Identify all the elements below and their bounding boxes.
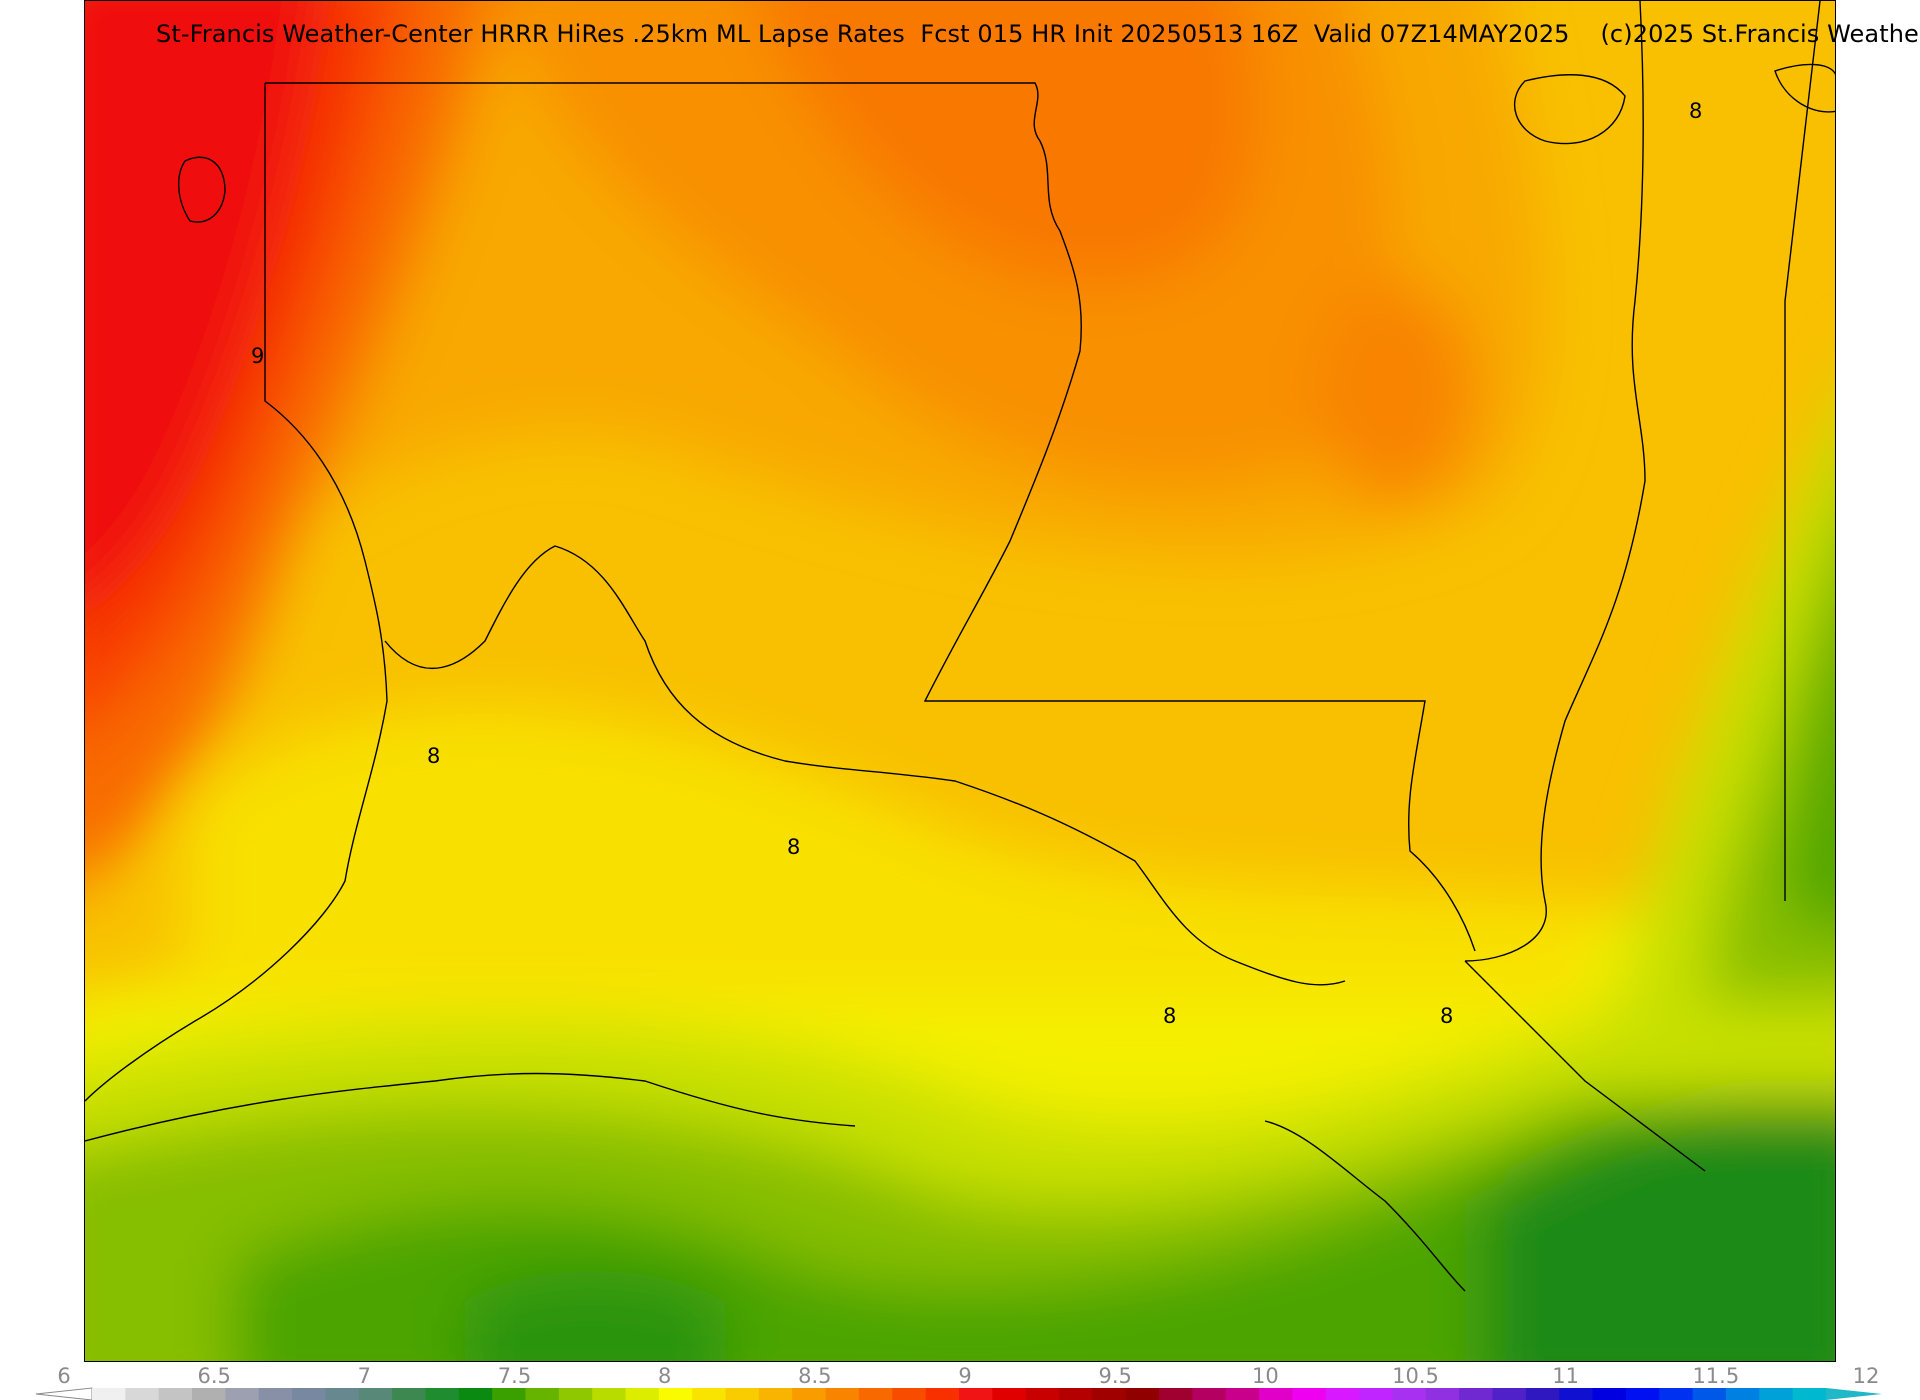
colorbar-tick-label: 7 bbox=[357, 1364, 372, 1388]
colorbar-swatch bbox=[1292, 1388, 1327, 1400]
colorbar-swatch bbox=[1459, 1388, 1494, 1400]
colorbar-swatch bbox=[1625, 1388, 1660, 1400]
colorbar-swatch bbox=[1125, 1388, 1160, 1400]
colorbar-swatch bbox=[1759, 1388, 1794, 1400]
colorbar-swatch bbox=[258, 1388, 293, 1400]
colorbar-tick-label: 8.5 bbox=[798, 1364, 832, 1388]
colorbar-swatch bbox=[492, 1388, 526, 1400]
colorbar-tick-label: 10 bbox=[1251, 1364, 1279, 1388]
colorbar-swatch bbox=[325, 1388, 360, 1400]
colorbar-swatch bbox=[959, 1388, 993, 1400]
contour-label-9: 9 bbox=[251, 344, 264, 368]
colorbar-tick-label: 9 bbox=[958, 1364, 972, 1388]
colorbar-swatch bbox=[558, 1388, 593, 1400]
colorbar-swatch bbox=[1359, 1388, 1393, 1400]
contour-label-8: 8 bbox=[427, 744, 440, 768]
colorbar-swatch bbox=[1492, 1388, 1527, 1400]
colorbar-swatch bbox=[992, 1388, 1027, 1400]
colorbar-swatch bbox=[1192, 1388, 1227, 1400]
colorbar-swatch bbox=[92, 1388, 126, 1400]
colorbar-tick-label: 11.5 bbox=[1692, 1364, 1740, 1388]
colorbar-swatch bbox=[1525, 1388, 1560, 1400]
colorbar-tick-label: 8 bbox=[657, 1364, 672, 1388]
colorbar-swatch bbox=[192, 1388, 226, 1400]
colorbar-swatch bbox=[592, 1388, 627, 1400]
colorbar-swatch bbox=[425, 1388, 460, 1400]
colorbar-swatch bbox=[458, 1388, 493, 1400]
colorbar-swatch bbox=[1159, 1388, 1193, 1400]
colorbar-swatch bbox=[1559, 1388, 1594, 1400]
colorbar-swatch bbox=[1659, 1388, 1694, 1400]
colorbar-swatch bbox=[158, 1388, 193, 1400]
colorbar-over-arrow bbox=[1826, 1388, 1882, 1400]
colorbar-swatch bbox=[525, 1388, 560, 1400]
colorbar-under-arrow bbox=[35, 1387, 93, 1400]
colorbar-tick-label: 9.5 bbox=[1098, 1364, 1132, 1388]
map-panel: 9 8 8 8 8 8 bbox=[84, 0, 1836, 1362]
colorbar-swatch bbox=[1392, 1388, 1427, 1400]
colorbar-tick-label: 12 bbox=[1852, 1364, 1880, 1388]
contour-label-8: 8 bbox=[787, 835, 800, 859]
colorbar-swatch bbox=[658, 1388, 693, 1400]
colorbar-tick-label: 11 bbox=[1552, 1364, 1580, 1388]
filled-contours bbox=[85, 1, 1835, 1361]
colorbar-swatch bbox=[692, 1388, 727, 1400]
colorbar-swatch bbox=[225, 1388, 260, 1400]
colorbar-swatch bbox=[1592, 1388, 1627, 1400]
colorbar-swatch bbox=[792, 1388, 827, 1400]
contour-labels: 9 8 8 8 8 8 bbox=[251, 99, 1702, 1028]
colorbar-swatch bbox=[825, 1388, 860, 1400]
lapse-rate-map: 9 8 8 8 8 8 bbox=[85, 1, 1835, 1361]
colorbar-swatch bbox=[292, 1388, 326, 1400]
colorbar-swatch bbox=[1259, 1388, 1293, 1400]
colorbar-swatch bbox=[358, 1388, 393, 1400]
colorbar-swatch bbox=[1325, 1388, 1360, 1400]
colorbar-swatch bbox=[725, 1388, 760, 1400]
colorbar-swatch bbox=[1025, 1388, 1060, 1400]
colorbar-swatch bbox=[892, 1388, 927, 1400]
colorbar-swatch bbox=[1425, 1388, 1460, 1400]
colorbar-swatch bbox=[125, 1388, 160, 1400]
colorbar-swatch bbox=[392, 1388, 426, 1400]
contour-label-8: 8 bbox=[1440, 1004, 1453, 1028]
colorbar-tick-label: 7.5 bbox=[497, 1364, 532, 1388]
contour-label-8: 8 bbox=[1689, 99, 1702, 123]
colorbar-swatch bbox=[1725, 1388, 1760, 1400]
colorbar-swatch bbox=[1225, 1388, 1260, 1400]
colorbar-tick-label: 6 bbox=[57, 1364, 71, 1388]
colorbar-strip bbox=[35, 1387, 1882, 1400]
colorbar-swatch bbox=[1092, 1388, 1127, 1400]
colorbar-swatch bbox=[1059, 1388, 1093, 1400]
contour-label-8: 8 bbox=[1163, 1004, 1176, 1028]
colorbar-tick-label: 10.5 bbox=[1392, 1364, 1439, 1388]
colorbar-swatch bbox=[625, 1388, 660, 1400]
colorbar-swatch bbox=[1792, 1388, 1827, 1400]
boundaries bbox=[85, 1, 1835, 1292]
colorbar-swatch bbox=[1692, 1388, 1727, 1400]
colorbar-swatch bbox=[858, 1388, 893, 1400]
map-title: St-Francis Weather-Center HRRR HiRes .25… bbox=[156, 20, 1920, 48]
colorbar-swatch bbox=[758, 1388, 793, 1400]
colorbar: 6 6.5 7 7.5 8 8.5 9 9.5 10 10.5 11 11.5 12 bbox=[0, 1362, 1920, 1400]
colorbar-swatch bbox=[925, 1388, 960, 1400]
colorbar-tick-label: 6.5 bbox=[197, 1364, 231, 1388]
